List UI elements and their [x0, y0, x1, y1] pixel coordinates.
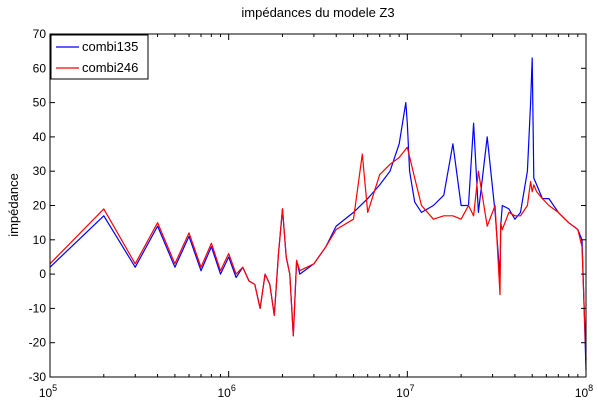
legend-box — [50, 34, 149, 80]
x-tick-label: 108 — [575, 383, 593, 400]
y-axis-label: impédance — [6, 173, 21, 237]
y-tick-label: -30 — [29, 370, 47, 384]
y-tick-label: 30 — [33, 164, 47, 178]
y-tick-label: 70 — [33, 27, 47, 41]
chart-title: impédances du modele Z3 — [241, 5, 394, 20]
y-tick-label: -10 — [29, 301, 47, 315]
x-tick-label: 107 — [396, 383, 414, 400]
x-axis-ticks: 105 106 107 108 — [39, 34, 593, 400]
y-tick-label: 0 — [39, 267, 46, 281]
x-tick-label: 105 — [39, 383, 57, 400]
x-tick-label: 106 — [217, 383, 235, 400]
legend-label-combi246: combi246 — [82, 60, 138, 75]
y-tick-label: 60 — [33, 61, 47, 75]
legend: combi135 combi246 — [50, 34, 149, 80]
series-layer — [49, 57, 587, 371]
y-tick-label: 40 — [33, 130, 47, 144]
y-tick-label: 10 — [33, 233, 47, 247]
series-line-combi246 — [49, 146, 587, 360]
y-axis-ticks: -30 -20 -10 0 10 20 30 40 50 60 70 — [29, 27, 586, 384]
y-tick-label: -20 — [29, 336, 47, 350]
legend-label-combi135: combi135 — [82, 39, 138, 54]
y-tick-label: 20 — [33, 199, 47, 213]
y-tick-label: 50 — [33, 96, 47, 110]
